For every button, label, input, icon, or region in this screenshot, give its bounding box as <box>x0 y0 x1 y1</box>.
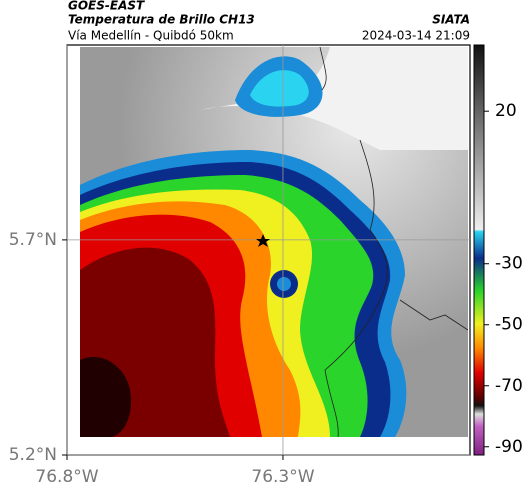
colorbar-tick-label: 20 <box>495 101 517 121</box>
y-tick-label: 5.7°N <box>9 230 57 250</box>
colorbar <box>473 44 485 456</box>
y-tick-label: 5.2°N <box>9 445 57 465</box>
source: SIATA <box>432 13 470 27</box>
colorbar-tick-label: -90 <box>495 437 523 457</box>
colorbar-tick-label: -50 <box>495 315 523 335</box>
location-marker <box>256 234 270 247</box>
x-tick-label: 76.3°W <box>251 467 314 487</box>
colorbar-tick-label: -30 <box>495 254 523 274</box>
x-tick-label: 76.8°W <box>35 467 98 487</box>
datetime: 2024-03-14 21:09 <box>362 29 470 43</box>
subtitle: Temperatura de Brillo CH13 <box>68 13 255 27</box>
route: Vía Medellín - Quibdó 50km <box>68 29 234 43</box>
imagery <box>80 47 468 437</box>
title: GOES-EAST <box>68 0 145 13</box>
colorbar-tick-label: -70 <box>495 376 523 396</box>
